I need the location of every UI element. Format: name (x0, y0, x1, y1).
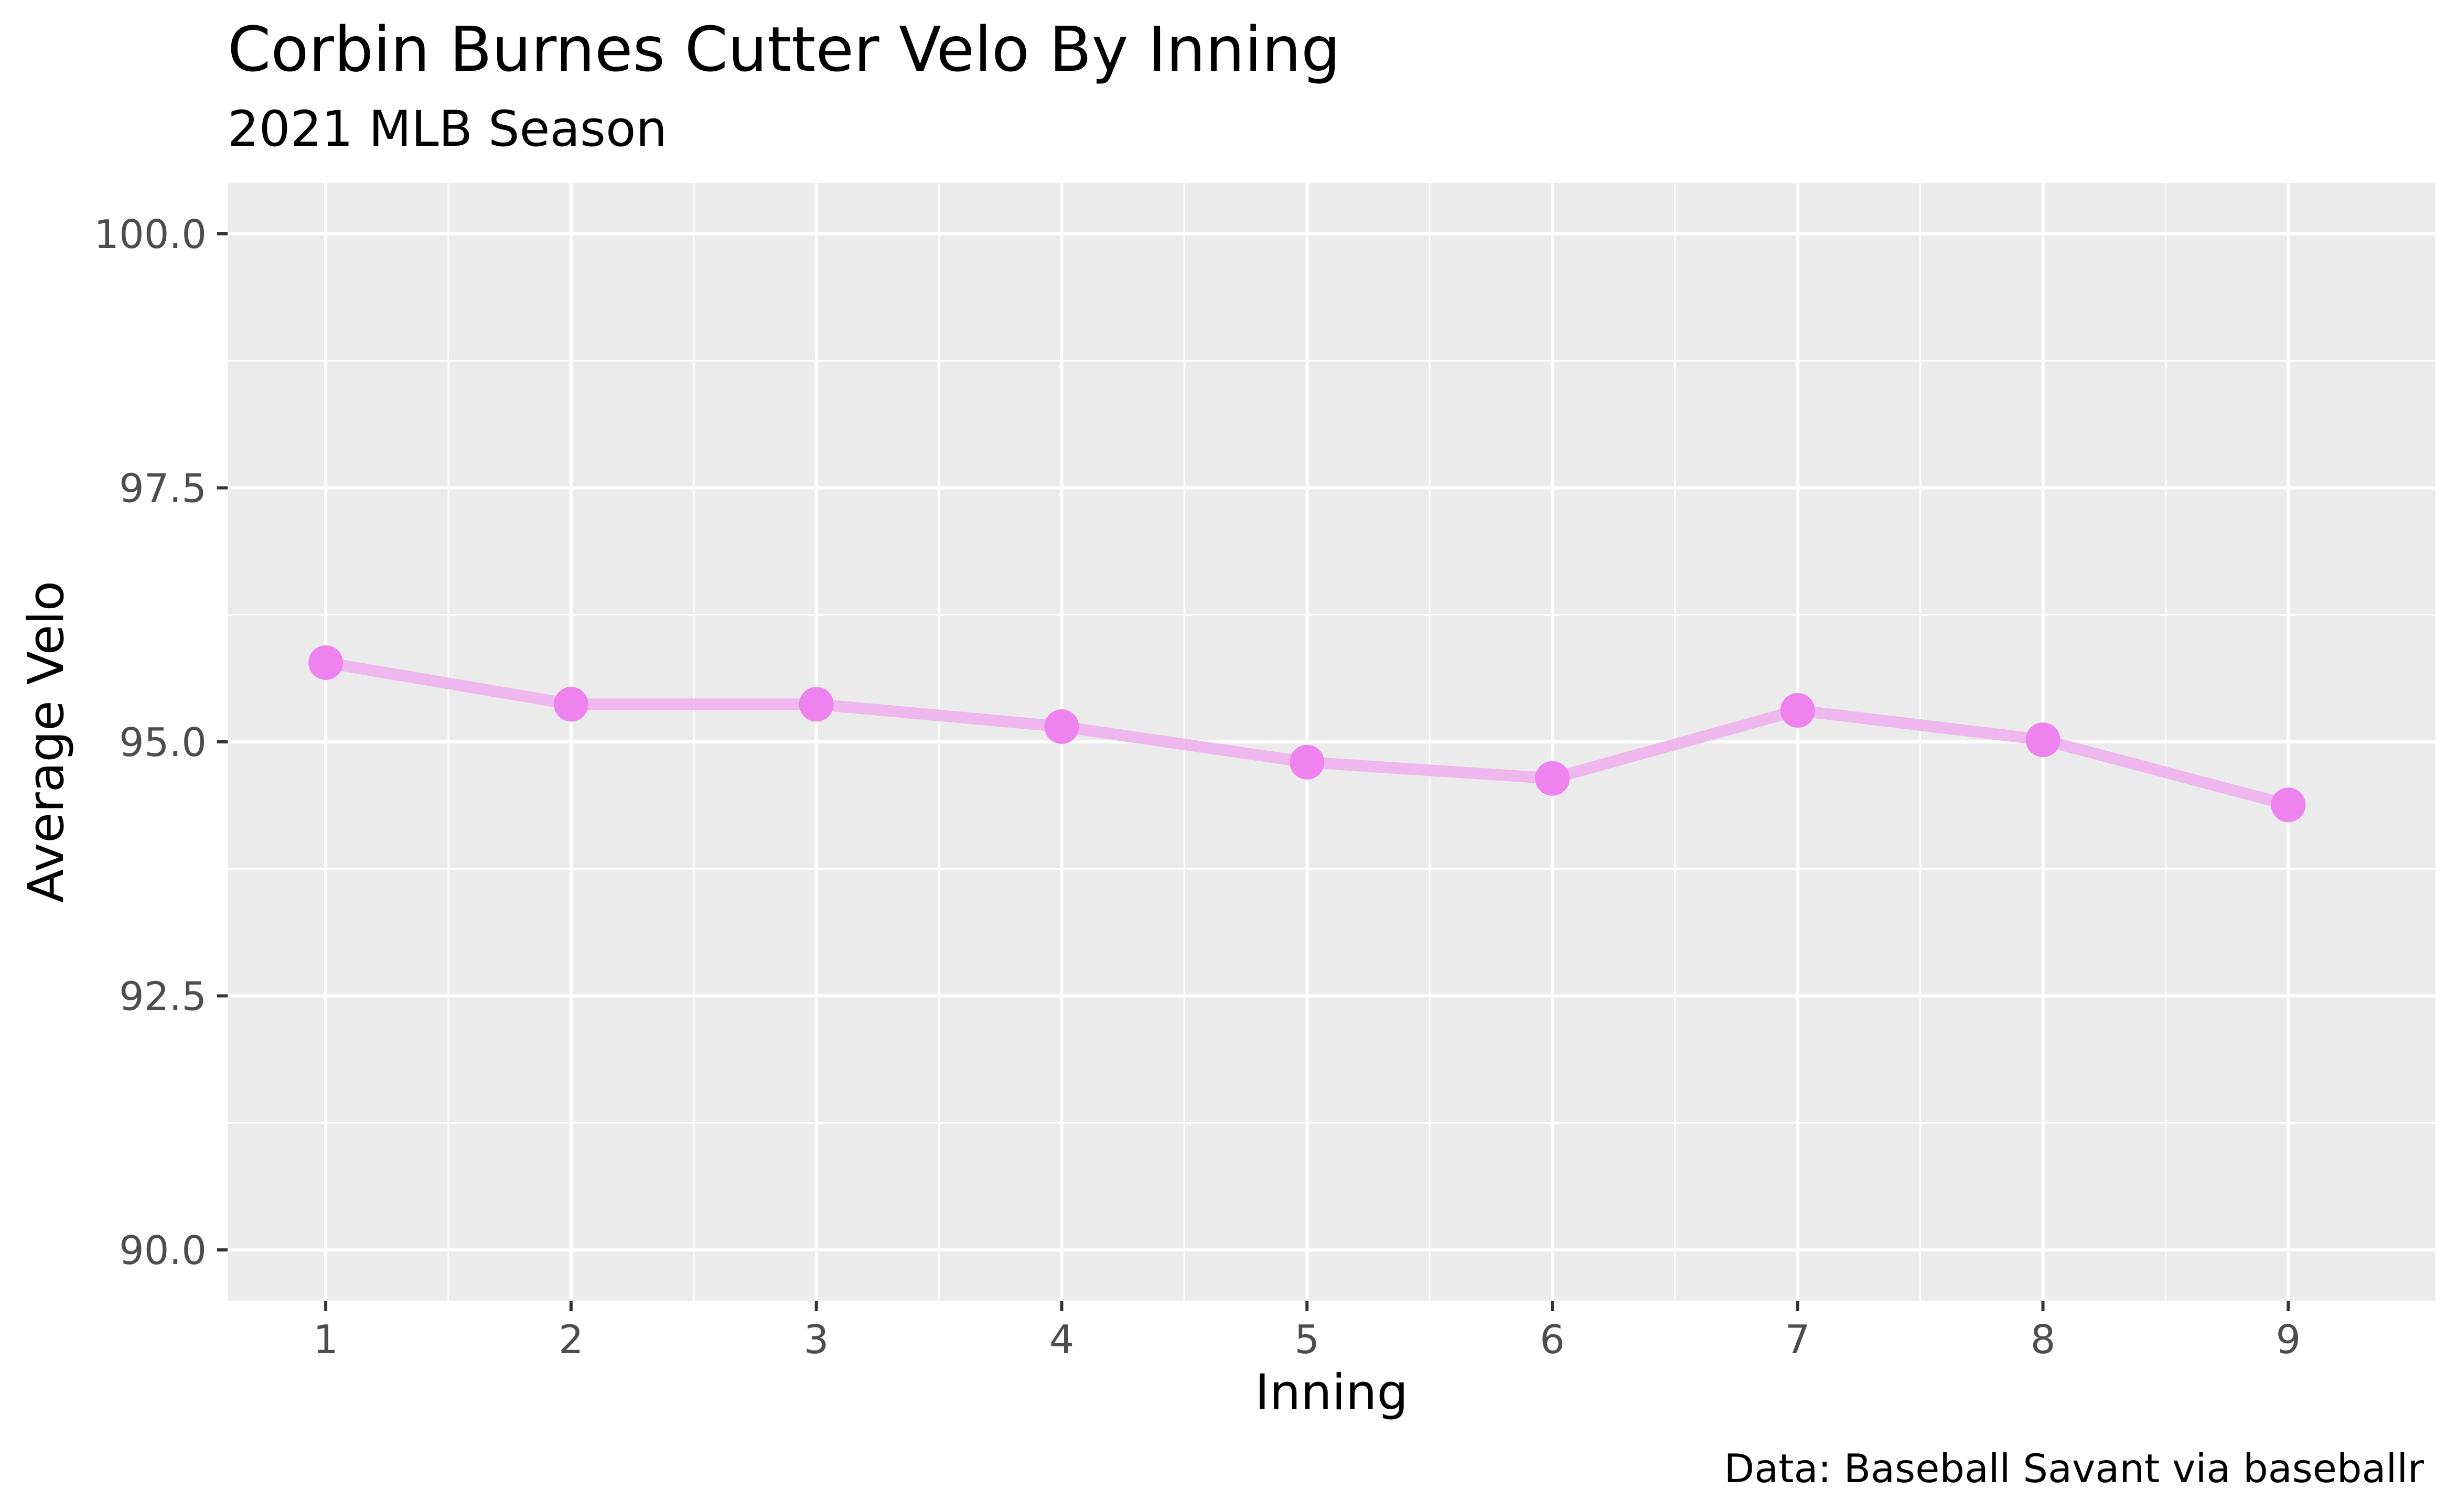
x-tick-label: 4 (1049, 1316, 1075, 1363)
data-point (1780, 693, 1815, 728)
x-tick-label: 9 (2276, 1316, 2301, 1363)
y-tick-label: 100.0 (94, 211, 207, 257)
x-tick-label: 3 (804, 1316, 829, 1363)
data-point (799, 687, 834, 722)
y-axis: 90.0 92.5 95.0 97.5 100.0 (94, 211, 228, 1273)
grid-minor-y (228, 360, 2435, 1124)
y-tick-label: 92.5 (119, 974, 207, 1020)
y-tick-label: 90.0 (119, 1227, 207, 1273)
chart-subtitle: 2021 MLB Season (228, 101, 667, 158)
chart-title: Corbin Burnes Cutter Velo By Inning (228, 13, 1340, 85)
series-velo (308, 645, 2306, 823)
data-point (1044, 709, 1079, 744)
x-tick-label: 7 (1785, 1316, 1810, 1363)
x-tick-label: 1 (313, 1316, 338, 1363)
x-tick-label: 8 (2031, 1316, 2056, 1363)
data-point (553, 687, 588, 722)
data-point (1290, 744, 1325, 780)
y-axis-title: Average Velo (18, 581, 75, 903)
x-tick-label: 6 (1540, 1316, 1565, 1363)
x-tick-label: 2 (559, 1316, 584, 1363)
x-axis-title: Inning (1255, 1364, 1408, 1421)
y-tick-label: 95.0 (119, 719, 207, 765)
data-point (2025, 722, 2060, 758)
data-point (1535, 761, 1570, 796)
data-point (308, 645, 344, 680)
grid-major-x (324, 183, 2290, 1301)
data-point (2271, 787, 2306, 823)
chart-caption: Data: Baseball Savant via baseballr (1724, 1445, 2424, 1492)
x-axis: 1 2 3 4 5 6 7 8 9 (313, 1301, 2301, 1363)
y-tick-label: 97.5 (119, 465, 207, 511)
x-tick-label: 5 (1294, 1316, 1319, 1363)
